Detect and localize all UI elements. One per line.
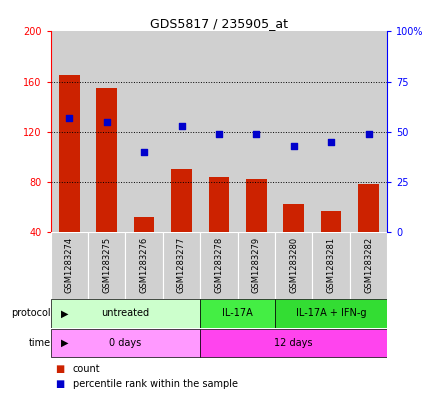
Text: ■: ■ (55, 379, 64, 389)
Bar (283, 204, 304, 232)
Text: time: time (29, 338, 51, 348)
Text: GSM1283274: GSM1283274 (65, 237, 74, 293)
Text: GSM1283278: GSM1283278 (214, 237, 224, 294)
Bar (163, 31, 200, 232)
Bar (238, 31, 275, 232)
Point (253, 130, 260, 137)
Text: ■: ■ (55, 364, 64, 374)
Text: GSM1283280: GSM1283280 (289, 237, 298, 293)
Bar (312, 31, 350, 232)
Text: IL-17A: IL-17A (222, 309, 253, 318)
FancyBboxPatch shape (125, 232, 163, 299)
Point (178, 123, 185, 129)
FancyBboxPatch shape (200, 232, 238, 299)
Point (66, 114, 73, 121)
Text: protocol: protocol (11, 309, 51, 318)
Bar (171, 169, 192, 232)
Text: GSM1283282: GSM1283282 (364, 237, 373, 293)
FancyBboxPatch shape (200, 329, 387, 357)
FancyBboxPatch shape (51, 329, 200, 357)
Bar (88, 31, 125, 232)
FancyBboxPatch shape (200, 299, 275, 328)
FancyBboxPatch shape (275, 232, 312, 299)
Text: untreated: untreated (101, 309, 150, 318)
Text: count: count (73, 364, 100, 374)
FancyBboxPatch shape (312, 232, 350, 299)
FancyBboxPatch shape (163, 232, 200, 299)
Text: GSM1283281: GSM1283281 (326, 237, 336, 293)
Text: ▶: ▶ (61, 309, 69, 318)
Title: GDS5817 / 235905_at: GDS5817 / 235905_at (150, 17, 288, 30)
Text: GSM1283275: GSM1283275 (102, 237, 111, 293)
Text: GSM1283279: GSM1283279 (252, 237, 261, 293)
Point (216, 130, 222, 137)
Bar (125, 31, 163, 232)
Text: GSM1283276: GSM1283276 (139, 237, 149, 294)
Bar (321, 211, 341, 232)
Text: GSM1283277: GSM1283277 (177, 237, 186, 294)
Bar (200, 31, 238, 232)
Bar (246, 179, 267, 232)
Bar (51, 31, 88, 232)
FancyBboxPatch shape (350, 232, 387, 299)
Point (141, 149, 148, 155)
Bar (96, 88, 117, 232)
FancyBboxPatch shape (238, 232, 275, 299)
Bar (209, 177, 229, 232)
Text: IL-17A + IFN-g: IL-17A + IFN-g (296, 309, 367, 318)
FancyBboxPatch shape (51, 232, 88, 299)
Point (327, 138, 335, 145)
Text: percentile rank within the sample: percentile rank within the sample (73, 379, 238, 389)
Text: 0 days: 0 days (109, 338, 142, 348)
Text: 12 days: 12 days (275, 338, 313, 348)
Point (365, 130, 372, 137)
Bar (358, 184, 379, 232)
Text: ▶: ▶ (61, 338, 69, 348)
Bar (59, 75, 80, 232)
Bar (350, 31, 387, 232)
Bar (134, 217, 154, 232)
Bar (275, 31, 312, 232)
Point (290, 143, 297, 149)
FancyBboxPatch shape (275, 299, 387, 328)
FancyBboxPatch shape (88, 232, 125, 299)
Point (103, 118, 110, 125)
FancyBboxPatch shape (51, 299, 200, 328)
